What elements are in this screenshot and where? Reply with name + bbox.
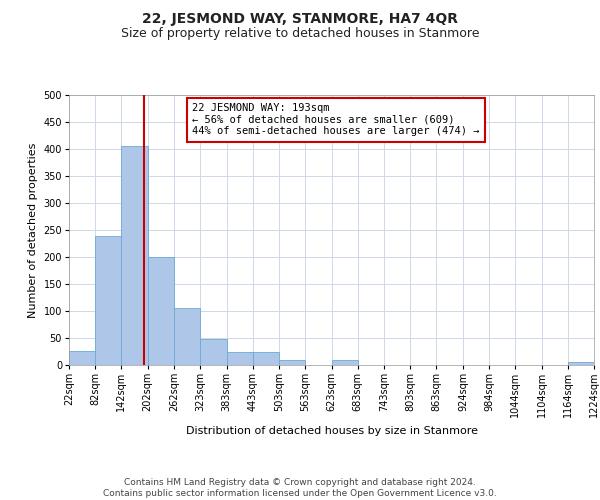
Text: Size of property relative to detached houses in Stanmore: Size of property relative to detached ho… — [121, 28, 479, 40]
Text: Contains HM Land Registry data © Crown copyright and database right 2024.
Contai: Contains HM Land Registry data © Crown c… — [103, 478, 497, 498]
X-axis label: Distribution of detached houses by size in Stanmore: Distribution of detached houses by size … — [185, 426, 478, 436]
Text: 22 JESMOND WAY: 193sqm
← 56% of detached houses are smaller (609)
44% of semi-de: 22 JESMOND WAY: 193sqm ← 56% of detached… — [193, 103, 480, 136]
Bar — [174, 308, 200, 365]
Bar — [121, 146, 148, 365]
Bar — [95, 236, 121, 365]
Bar — [279, 360, 305, 365]
Bar — [253, 352, 279, 365]
Bar — [200, 339, 227, 365]
Bar — [568, 362, 594, 365]
Text: 22, JESMOND WAY, STANMORE, HA7 4QR: 22, JESMOND WAY, STANMORE, HA7 4QR — [142, 12, 458, 26]
Bar — [227, 352, 253, 365]
Bar — [69, 351, 95, 365]
Y-axis label: Number of detached properties: Number of detached properties — [28, 142, 38, 318]
Bar — [148, 257, 174, 365]
Bar — [331, 360, 358, 365]
